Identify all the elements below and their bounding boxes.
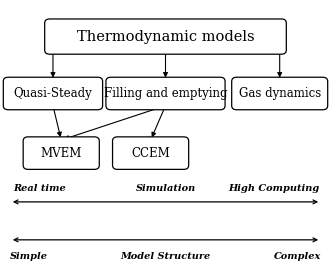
Text: Thermodynamic models: Thermodynamic models xyxy=(77,30,254,44)
Text: CCEM: CCEM xyxy=(131,147,170,160)
Text: Quasi-Steady: Quasi-Steady xyxy=(14,87,92,100)
Text: Gas dynamics: Gas dynamics xyxy=(239,87,321,100)
FancyBboxPatch shape xyxy=(232,77,328,110)
Text: Simulation: Simulation xyxy=(135,184,196,193)
Text: Real time: Real time xyxy=(13,184,66,193)
FancyBboxPatch shape xyxy=(3,77,103,110)
FancyBboxPatch shape xyxy=(23,137,99,169)
FancyBboxPatch shape xyxy=(106,77,225,110)
Text: Complex: Complex xyxy=(274,251,321,261)
Text: MVEM: MVEM xyxy=(40,147,82,160)
FancyBboxPatch shape xyxy=(45,19,286,54)
Text: Filling and emptying: Filling and emptying xyxy=(104,87,227,100)
Text: Simple: Simple xyxy=(10,251,48,261)
Text: Model Structure: Model Structure xyxy=(120,251,211,261)
Text: High Computing: High Computing xyxy=(228,184,319,193)
FancyBboxPatch shape xyxy=(113,137,189,169)
